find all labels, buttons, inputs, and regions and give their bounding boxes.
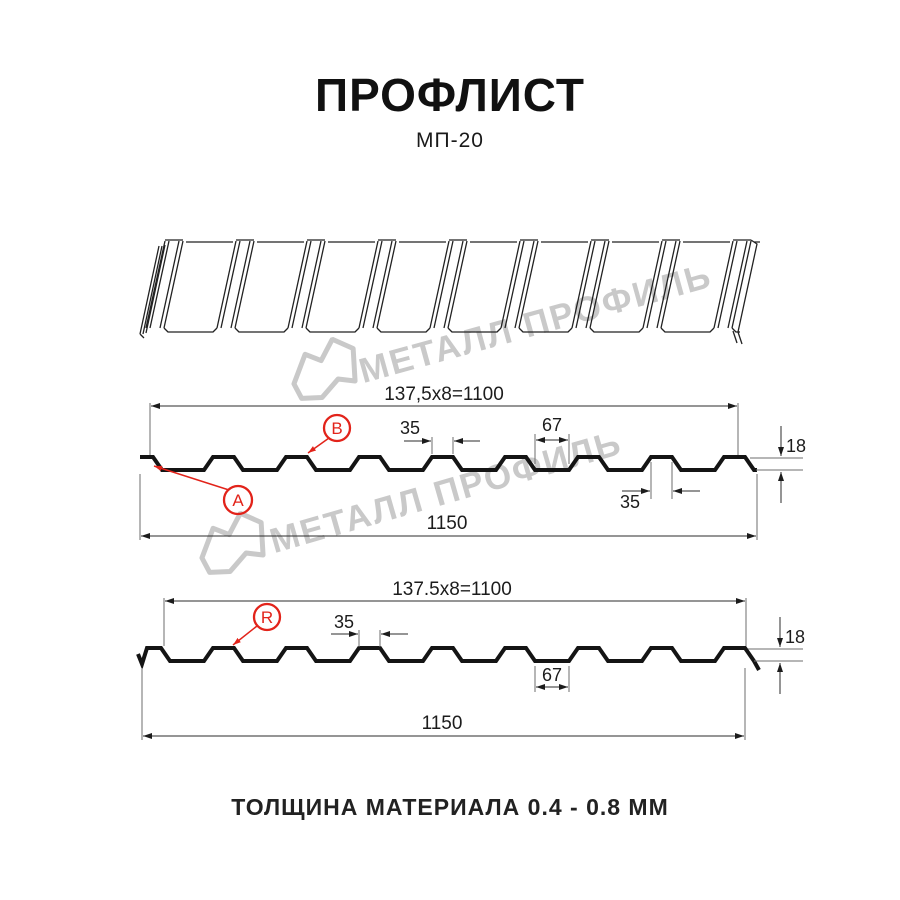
dim-rib-top-label-1: 35 (400, 418, 420, 438)
page-title: ПРОФЛИСТ (315, 69, 585, 121)
dim-rib-top-label-1b: 35 (620, 492, 640, 512)
brand-logo-icon (291, 336, 358, 401)
marker-a-label: A (232, 491, 244, 510)
dim-valley-label-2: 67 (542, 665, 562, 685)
material-thickness-caption: ТОЛЩИНА МАТЕРИАЛА 0.4 - 0.8 ММ (231, 794, 669, 820)
profile-outline-1 (140, 455, 757, 472)
dim-valley-label-1: 67 (542, 415, 562, 435)
brand-logo-icon (199, 510, 266, 575)
marker-a-circle (222, 484, 254, 516)
cross-section-diagram-2: 137.5x8=1100 35 67 18 1150 R (136, 579, 805, 740)
dim-rib-top-label-2: 35 (334, 612, 354, 632)
dim-total-width-label-2: 1150 (422, 713, 463, 734)
sheet-3d-drawing (139, 239, 760, 345)
dim-height-label-2: 18 (785, 627, 805, 647)
marker-r-circle (252, 602, 282, 632)
dim-height-label-1: 18 (786, 436, 806, 456)
dim-span-label-1: 137,5x8=1100 (384, 384, 504, 405)
profile-outline-2 (136, 646, 761, 671)
dim-span-label-2: 137.5x8=1100 (392, 579, 512, 600)
marker-b-circle (322, 413, 352, 443)
dim-total-width-label-1: 1150 (427, 513, 468, 534)
marker-b-label: B (331, 419, 342, 438)
cross-section-diagram-1: 137,5x8=1100 35 67 35 18 1150 A B (139, 384, 806, 540)
page-subtitle: МП-20 (416, 129, 484, 152)
marker-r-label: R (261, 608, 273, 627)
